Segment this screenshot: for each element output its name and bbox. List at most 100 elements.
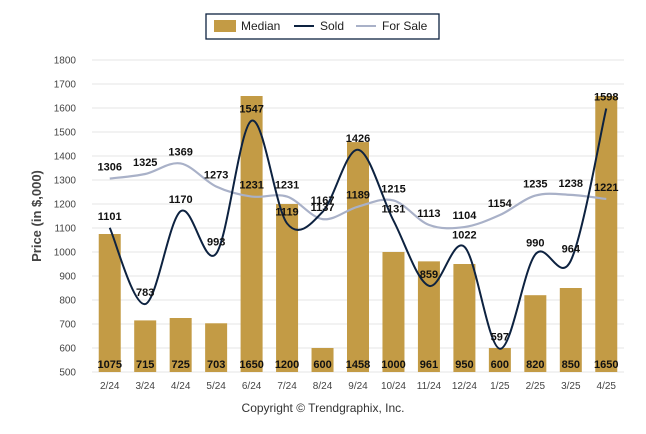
for-sale-value-label: 1104 (452, 210, 477, 222)
median-bar (417, 261, 440, 372)
for-sale-value-label: 1238 (559, 178, 583, 190)
series-lines (108, 108, 608, 350)
y-tick-label: 1300 (54, 176, 77, 187)
x-tick-label: 3/24 (135, 381, 155, 392)
for-sale-value-label: 1215 (381, 183, 405, 195)
sold-value-label: 1131 (382, 204, 406, 216)
median-value-label: 725 (171, 359, 189, 371)
median-bar (453, 264, 476, 372)
sold-value-label: 1598 (594, 91, 618, 103)
sold-value-label: 993 (207, 237, 225, 249)
x-tick-label: 1/25 (490, 381, 510, 392)
median-bar (98, 234, 121, 372)
for-sale-value-label: 1369 (168, 146, 192, 158)
sold-value-label: 964 (562, 244, 581, 256)
y-tick-label: 900 (59, 272, 76, 283)
median-value-label: 600 (491, 359, 509, 371)
median-value-label: 820 (526, 359, 544, 371)
y-tick-label: 1600 (54, 104, 77, 115)
y-tick-label: 600 (59, 344, 76, 355)
x-tick-label: 6/24 (242, 381, 262, 392)
median-bar (205, 323, 228, 372)
x-tick-label: 2/24 (100, 381, 120, 392)
y-tick-label: 1800 (54, 56, 77, 67)
median-value-label: 1000 (381, 359, 405, 371)
sold-line (108, 108, 608, 350)
y-tick-label: 1400 (54, 152, 77, 163)
for-sale-line (109, 162, 607, 230)
sold-value-label: 783 (136, 287, 154, 299)
for-sale-value-label: 1154 (488, 198, 513, 210)
x-tick-label: 8/24 (313, 381, 333, 392)
median-value-label: 1650 (594, 359, 618, 371)
legend-sold-label: Sold (320, 19, 344, 33)
sold-value-label: 597 (491, 332, 509, 344)
data-labels: 1075 715 725 703 1650 1200 600 1458 1000 961 950 60… (97, 91, 618, 371)
median-value-label: 703 (207, 359, 225, 371)
median-swatch (214, 20, 236, 32)
for-sale-value-label: 1306 (97, 162, 121, 174)
sold-value-label: 1547 (239, 104, 263, 116)
median-value-label: 961 (420, 359, 438, 371)
median-value-label: 1200 (275, 359, 299, 371)
median-bar (169, 318, 192, 372)
x-tick-label: 4/25 (597, 381, 617, 392)
y-tick-label: 1500 (54, 128, 77, 139)
median-bar (595, 96, 618, 372)
legend: Median Sold For Sale (205, 13, 440, 40)
for-sale-value-label: 1231 (275, 180, 299, 192)
median-bars (98, 96, 618, 372)
x-axis: 2/24 3/24 4/24 5/24 6/24 7/24 8/24 9/24 10/24 11/… (100, 381, 616, 392)
median-value-label: 850 (562, 359, 580, 371)
y-axis: 500 600 700 800 900 1000 1100 1200 1300 1400 1500 1… (54, 56, 77, 379)
for-sale-value-label: 1231 (239, 180, 263, 192)
y-tick-label: 1100 (54, 224, 76, 235)
median-value-label: 1075 (97, 359, 121, 371)
median-value-label: 1458 (346, 359, 370, 371)
copyright-text: Copyright © Trendgraphix, Inc. (241, 401, 405, 415)
sold-value-label: 1170 (169, 194, 193, 206)
median-value-label: 715 (136, 359, 154, 371)
legend-for-sale-label: For Sale (382, 19, 428, 33)
median-value-label: 1650 (239, 359, 263, 371)
median-bar (276, 204, 299, 372)
x-tick-label: 4/24 (171, 381, 191, 392)
median-value-label: 600 (313, 359, 331, 371)
sold-value-label: 990 (526, 237, 544, 249)
sold-value-label: 1426 (346, 133, 370, 145)
sold-value-label: 859 (420, 269, 438, 281)
sold-value-label: 1101 (98, 211, 122, 223)
for-sale-value-label: 1273 (204, 169, 228, 181)
median-bar (240, 96, 263, 372)
sold-value-label: 1119 (275, 206, 298, 218)
x-tick-label: 2/25 (526, 381, 546, 392)
x-tick-label: 7/24 (277, 381, 297, 392)
for-sale-value-label: 1113 (417, 208, 440, 220)
for-sale-value-label: 1189 (346, 190, 370, 202)
median-bar (382, 252, 405, 372)
legend-median-label: Median (241, 19, 280, 33)
y-tick-label: 1700 (54, 80, 77, 91)
y-tick-label: 1200 (54, 200, 77, 211)
for-sale-value-label: 1325 (133, 157, 157, 169)
y-tick-label: 800 (59, 296, 76, 307)
median-value-label: 950 (455, 359, 473, 371)
y-tick-label: 700 (59, 320, 76, 331)
for-sale-value-label: 1221 (594, 182, 618, 194)
x-tick-label: 3/25 (561, 381, 581, 392)
y-axis-label: Price (in $,000) (29, 170, 44, 262)
for-sale-value-label: 1137 (311, 202, 335, 214)
y-tick-label: 1000 (54, 248, 77, 259)
median-bar (347, 142, 369, 372)
x-tick-label: 9/24 (348, 381, 368, 392)
legend-box (205, 13, 440, 40)
for-sale-value-label: 1235 (523, 179, 547, 191)
x-tick-label: 12/24 (452, 381, 477, 392)
y-tick-label: 500 (59, 368, 76, 379)
median-bar (488, 348, 511, 372)
sold-value-label: 1022 (452, 230, 476, 242)
median-bar (134, 320, 157, 372)
sold-value-label: 1167 (311, 195, 335, 207)
median-bar (524, 295, 547, 372)
